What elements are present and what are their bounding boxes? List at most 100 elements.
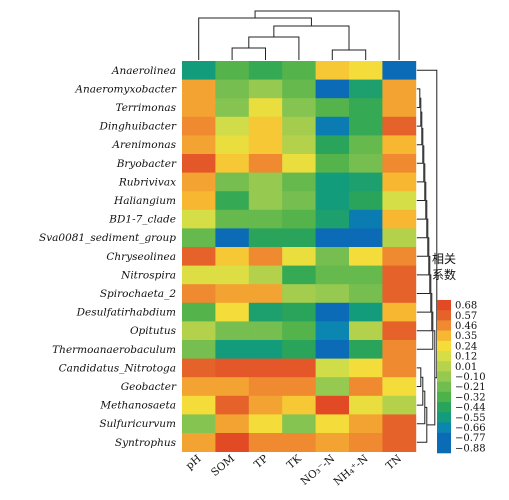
- heatmap-cell: [182, 191, 216, 211]
- heatmap-cell: [248, 228, 283, 248]
- dendrogram-link: [416, 376, 424, 406]
- heatmap-cell: [282, 265, 316, 285]
- legend-swatch: [437, 340, 451, 352]
- heatmap-cell: [248, 265, 283, 285]
- row-dendrogram: [416, 69, 438, 443]
- heatmap-cell: [215, 209, 250, 229]
- legend-tick-label: −0.88: [455, 443, 486, 454]
- heatmap-cell: [315, 191, 350, 211]
- row-label: Chryseolinea: [106, 251, 176, 263]
- heatmap-cell: [248, 209, 283, 229]
- heatmap-cell: [182, 358, 216, 378]
- heatmap-cell: [182, 79, 216, 99]
- heatmap-cell: [315, 209, 350, 229]
- heatmap-cells: [182, 61, 417, 452]
- heatmap-cell: [349, 154, 383, 173]
- heatmap-cell: [282, 116, 316, 136]
- row-label: BD1-7_clade: [108, 214, 176, 226]
- dendrogram-link: [231, 47, 266, 60]
- legend-title: 系数: [432, 267, 456, 282]
- legend-swatch: [437, 432, 451, 444]
- heatmap-cell: [315, 340, 350, 359]
- column-label: pH: [184, 453, 204, 472]
- heatmap-cell: [182, 395, 216, 415]
- heatmap-cell: [349, 209, 383, 229]
- dendrogram-link: [416, 390, 426, 425]
- dendrogram-link: [254, 10, 400, 60]
- legend-tick-label: 0.01: [455, 362, 477, 373]
- column-label: NO₃⁻-N: [299, 453, 338, 488]
- heatmap-cell: [349, 61, 383, 80]
- heatmap-cell: [382, 61, 417, 80]
- heatmap-cell: [248, 116, 283, 136]
- heatmap-cell: [215, 135, 250, 155]
- row-label: Haliangium: [113, 195, 176, 207]
- heatmap-cell: [315, 284, 350, 304]
- heatmap-cell: [382, 433, 417, 452]
- heatmap-cell: [182, 433, 216, 452]
- heatmap-cell: [215, 433, 250, 452]
- legend-swatch: [437, 351, 451, 362]
- heatmap-cell: [182, 284, 216, 304]
- legend-swatch: [437, 422, 451, 433]
- dendrogram-link: [416, 69, 438, 379]
- heatmap-cell: [315, 228, 350, 248]
- legend-swatch: [437, 442, 451, 454]
- legend-tick-label: −0.44: [455, 403, 486, 414]
- heatmap-cell: [382, 191, 417, 211]
- heatmap-cell: [315, 154, 350, 173]
- heatmap-cell: [282, 433, 316, 452]
- heatmap-cell: [382, 284, 417, 304]
- heatmap-cell: [382, 154, 417, 173]
- heatmap-cell: [182, 377, 216, 397]
- heatmap-cell: [349, 395, 383, 415]
- heatmap-cell: [282, 61, 316, 80]
- heatmap-cell: [315, 172, 350, 192]
- heatmap-cell: [382, 247, 417, 266]
- heatmap-cell: [282, 191, 316, 211]
- heatmap-cell: [382, 116, 417, 136]
- heatmap-cell: [315, 135, 350, 155]
- heatmap-cell: [349, 228, 383, 248]
- heatmap-cell: [349, 321, 383, 341]
- heatmap-cell: [248, 154, 283, 173]
- heatmap-cell: [215, 228, 250, 248]
- legend-tick-label: −0.66: [455, 423, 486, 434]
- legend-swatch: [437, 402, 451, 413]
- legend-swatch: [437, 381, 451, 393]
- heatmap-cell: [182, 414, 216, 434]
- heatmap-cell: [382, 172, 417, 192]
- heatmap-cell: [349, 433, 383, 452]
- dendrogram-link: [273, 25, 350, 50]
- heatmap-cell: [182, 154, 216, 173]
- heatmap-cell: [215, 247, 250, 266]
- heatmap-cell: [315, 358, 350, 378]
- heatmap-cell: [215, 414, 250, 434]
- legend-swatch: [437, 361, 451, 372]
- column-dendrogram: [198, 10, 400, 60]
- heatmap-cell: [282, 321, 316, 341]
- heatmap-cell: [382, 302, 417, 322]
- heatmap-cell: [182, 321, 216, 341]
- heatmap-cell: [248, 395, 283, 415]
- heatmap-cell: [248, 98, 283, 118]
- heatmap-cell: [248, 321, 283, 341]
- heatmap-cell: [349, 377, 383, 397]
- legend-title: 相关: [432, 252, 456, 266]
- heatmap-cell: [282, 79, 316, 99]
- heatmap-cell: [382, 98, 417, 118]
- row-label: Arenimonas: [111, 139, 176, 151]
- heatmap-cell: [349, 98, 383, 118]
- heatmap-cell: [315, 265, 350, 285]
- heatmap-cell: [382, 209, 417, 229]
- heatmap-cell: [248, 340, 283, 359]
- heatmap-cell: [248, 172, 283, 192]
- heatmap-cell: [248, 191, 283, 211]
- legend-tick-label: 0.57: [455, 311, 477, 322]
- heatmap-cell: [349, 358, 383, 378]
- row-label: Terrimonas: [116, 102, 177, 114]
- heatmap-cell: [315, 395, 350, 415]
- heatmap-cell: [248, 358, 283, 378]
